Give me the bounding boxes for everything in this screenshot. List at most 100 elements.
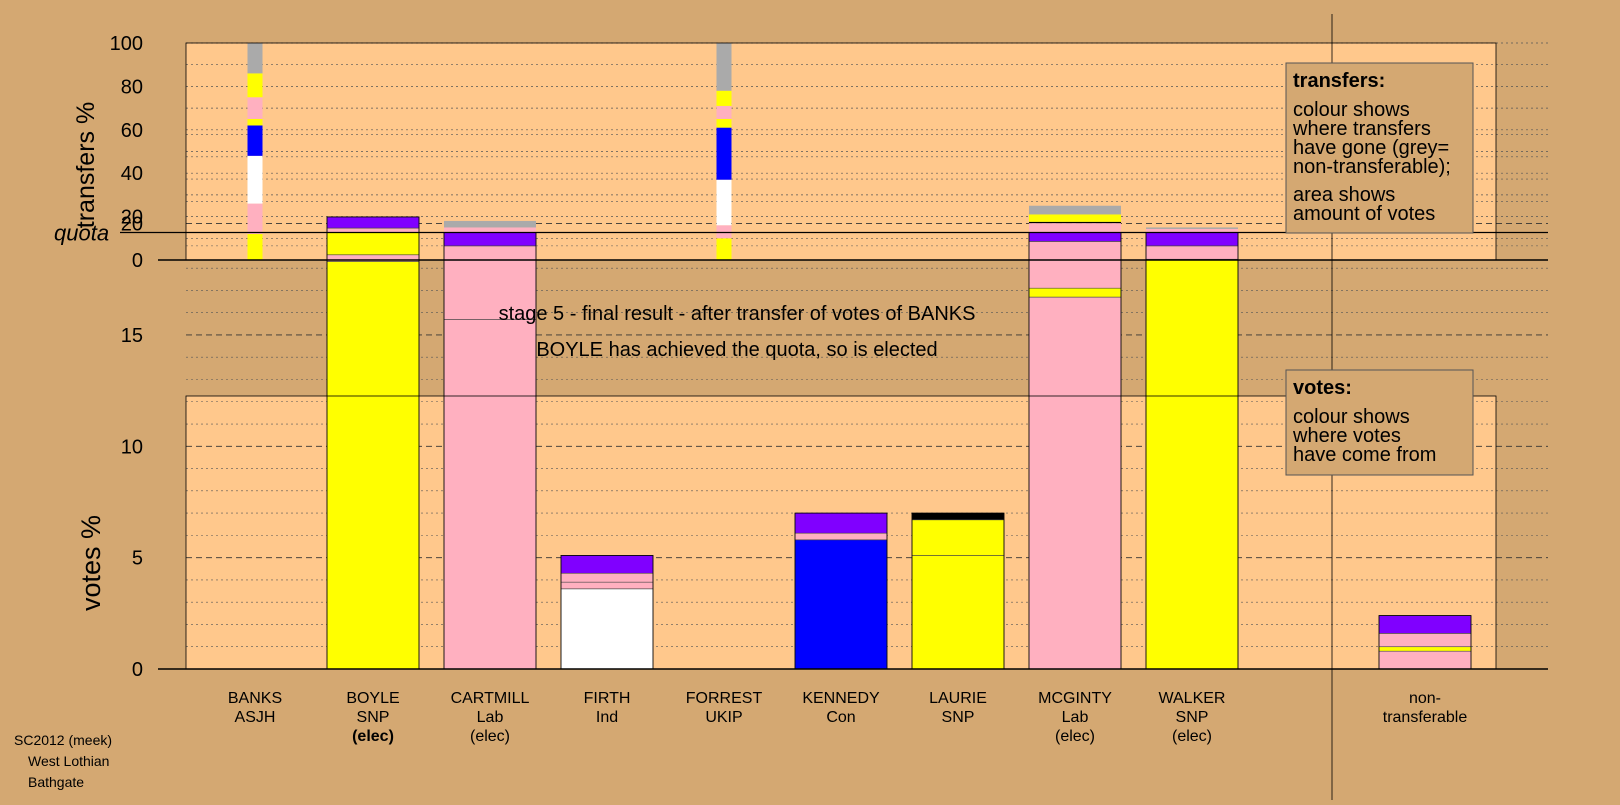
votes-bar-segment-laurie-snp <box>911 519 1005 556</box>
votes-bar-segment-boyle-snp <box>326 232 420 256</box>
transfers-bar-segment-banks-lab <box>247 97 263 119</box>
transfers-bar-segment-forrest-snp <box>716 90 732 106</box>
category-label-mcginty: (elec) <box>1055 728 1095 745</box>
votes-bar-segment-kennedy-lab <box>794 532 888 541</box>
votes-y-tick-label: 20 <box>121 214 143 236</box>
category-label-boyle: BOYLE <box>346 690 399 707</box>
transfers-legend-box <box>1285 62 1474 234</box>
transfers-bar-segment-forrest-snp <box>716 238 732 260</box>
transfers-bar-segment-mcginty-snp <box>1029 214 1121 222</box>
transfers-bar-segment-forrest-nontransferable <box>716 43 732 91</box>
transfers-legend: transfers: colour shows where transfers … <box>1285 62 1474 234</box>
transfers-bar-segment-banks-snp <box>247 73 263 98</box>
category-label-cartmill: (elec) <box>470 728 510 745</box>
category-label-forrest: FORREST <box>686 690 763 707</box>
votes-bar-segment-laurie-other_dark <box>911 512 1005 521</box>
votes-legend-title: votes: <box>1293 377 1352 399</box>
votes-bar-segment-firth-asjh <box>560 555 654 574</box>
stage-title: stage 5 - final result - after transfer … <box>499 303 976 325</box>
votes-bar-segment-mcginty-asjh <box>1028 232 1122 242</box>
footer-line-3: Bathgate <box>28 774 84 790</box>
transfers-legend-line: colour shows <box>1293 99 1410 121</box>
transfers-y-tick-label: 20 <box>121 207 143 229</box>
votes-legend: votes: colour shows where votes have com… <box>1285 369 1474 476</box>
votes-bar-segment-boyle-asjh <box>326 216 420 229</box>
transfers-bar-segment-banks-snp <box>247 118 263 126</box>
transfers-bar-segment-banks-snp <box>247 233 263 260</box>
category-label-banks: ASJH <box>235 709 276 726</box>
votes-bar-segment-nontransferable-asjh <box>1378 615 1472 634</box>
category-label-mcginty: Lab <box>1062 709 1089 726</box>
votes-bar-segment-nontransferable-lab <box>1378 633 1472 648</box>
category-label-nontransferable: non- <box>1409 690 1441 707</box>
votes-bar-segment-nontransferable-lab <box>1378 650 1472 670</box>
transfers-bar-segment-mcginty-nontransferable <box>1029 205 1121 215</box>
votes-bar-segment-boyle-snp <box>326 261 420 670</box>
stage-subtitle: BOYLE has achieved the quota, so is elec… <box>536 339 937 361</box>
category-label-mcginty: MCGINTY <box>1038 690 1112 707</box>
votes-bar-segment-walker-snp <box>1145 258 1239 670</box>
votes-bar-segment-cartmill-asjh <box>443 232 537 247</box>
transfers-y-tick-label: 80 <box>121 76 143 98</box>
transfers-bar-segment-forrest-snp <box>716 118 732 128</box>
transfers-y-axis-label: transfers % <box>72 102 100 228</box>
transfers-bar-segment-forrest-ind <box>716 179 732 226</box>
votes-bar-segment-boyle-lab <box>326 227 420 233</box>
votes-y-tick-label: 5 <box>132 548 143 570</box>
transfers-bar-segment-mcginty-other_dark <box>1029 221 1121 224</box>
transfers-bar-segment-walker-nontransferable <box>1146 227 1238 229</box>
category-label-firth: FIRTH <box>584 690 631 707</box>
transfers-legend-line: area shows <box>1293 184 1395 206</box>
votes-y-tick-label: 0 <box>132 659 143 681</box>
transfers-bar-segment-forrest-lab <box>716 225 732 239</box>
transfers-legend-line: have gone (grey= <box>1293 137 1449 159</box>
axes: 0 20 40 60 80 100 0 5 10 15 20 quota BANKS ASJH BOYLE S… <box>54 33 1548 745</box>
category-label-boyle: (elec) <box>352 728 394 745</box>
votes-bar-segment-firth-lab <box>560 581 654 590</box>
transfers-y-tick-label: 100 <box>110 33 143 55</box>
votes-bar-segment-cartmill-lab <box>443 319 537 670</box>
votes-bar-segment-kennedy-con <box>794 539 888 670</box>
category-label-boyle: SNP <box>357 709 390 726</box>
transfers-legend-line: where transfers <box>1292 118 1431 140</box>
transfers-legend-line: amount of votes <box>1293 203 1435 225</box>
votes-bar-segment-kennedy-asjh <box>794 512 888 534</box>
category-label-banks: BANKS <box>228 690 282 707</box>
votes-bar-segment-mcginty-lab <box>1028 296 1122 670</box>
votes-bar-segment-firth-ind <box>560 588 654 670</box>
transfers-y-tick-label: 60 <box>121 120 143 142</box>
quota-label: quota <box>54 221 109 246</box>
transfers-bar-segment-cartmill-nontransferable <box>444 220 536 228</box>
votes-bar-segment-firth-lab <box>560 572 654 583</box>
transfers-y-tick-label: 0 <box>132 250 143 272</box>
category-label-kennedy: KENNEDY <box>802 690 880 707</box>
transfers-bar-segment-banks-lab <box>247 203 263 234</box>
votes-bar-segment-walker-lab <box>1145 245 1239 260</box>
category-label-cartmill: Lab <box>477 709 504 726</box>
votes-bar-segment-cartmill-lab <box>443 245 537 320</box>
votes-y-tick-label: 10 <box>121 436 143 458</box>
votes-legend-line: where votes <box>1292 425 1401 447</box>
votes-y-tick-label: 15 <box>121 325 143 347</box>
category-label-cartmill: CARTMILL <box>451 690 530 707</box>
bars <box>247 43 1472 670</box>
footer-line-2: West Lothian <box>28 753 109 769</box>
transfers-bar-segment-banks-ind <box>247 155 263 204</box>
votes-legend-line: have come from <box>1293 444 1436 466</box>
category-label-kennedy: Con <box>826 709 855 726</box>
transfers-bar-segment-forrest-lab <box>716 105 732 119</box>
category-label-firth: Ind <box>596 709 618 726</box>
votes-y-axis-label: votes % <box>76 515 106 611</box>
transfers-bar-segment-walker-lab <box>1146 228 1238 233</box>
votes-bar-segment-mcginty-lab <box>1028 241 1122 289</box>
votes-bar-segment-mcginty-snp <box>1028 287 1122 298</box>
category-label-laurie: SNP <box>942 709 975 726</box>
votes-bar-segment-walker-asjh <box>1145 232 1239 247</box>
votes-legend-line: colour shows <box>1293 406 1410 428</box>
category-label-laurie: LAURIE <box>929 690 987 707</box>
votes-legend-box <box>1285 369 1474 476</box>
category-label-walker: WALKER <box>1159 690 1226 707</box>
votes-bar-segment-laurie-snp <box>911 555 1005 670</box>
